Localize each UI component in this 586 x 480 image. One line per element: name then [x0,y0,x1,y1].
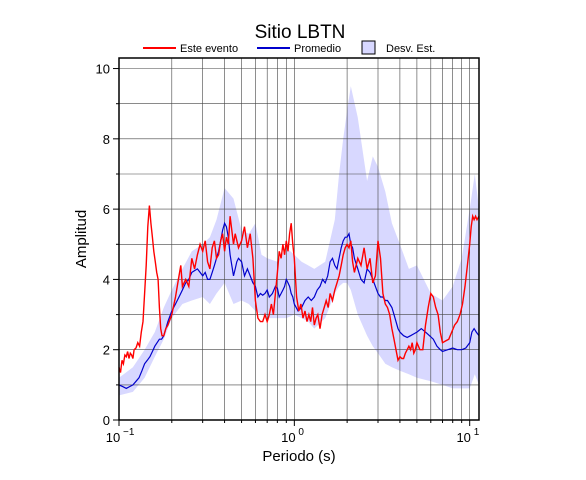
series-line-este-evento [118,205,480,373]
grid-lines [118,58,479,420]
x-axis-label: Periodo (s) [262,448,335,465]
std-dev-band [119,86,479,396]
x-tick-label: 10 [281,430,295,445]
y-tick-label: 4 [103,272,110,287]
legend-label-desv-est: Desv. Est. [386,43,435,55]
series-line-promedio [118,221,480,390]
plot-frame [118,57,480,421]
chart-legend: Este evento Promedio Desv. Est. [143,40,435,55]
x-tick-exponent: 1 [474,427,480,438]
y-tick-label: 6 [103,202,110,217]
x-tick-label: 10 [106,430,120,445]
y-tick-label: 10 [96,62,110,77]
y-axis-label: Amplitud [73,210,90,268]
y-tick-label: 8 [103,132,110,147]
x-tick-label: 10 [456,430,470,445]
chart-title: Sitio LBTN [255,22,346,43]
legend-label-promedio: Promedio [294,43,341,55]
y-tick-label: 0 [103,413,110,428]
y-tick-label: 2 [103,343,110,358]
legend-swatch-desv-est [361,40,376,55]
legend-label-este-evento: Este evento [180,43,238,55]
x-tick-exponent: 0 [298,427,304,438]
x-tick-exponent: −1 [123,427,135,438]
